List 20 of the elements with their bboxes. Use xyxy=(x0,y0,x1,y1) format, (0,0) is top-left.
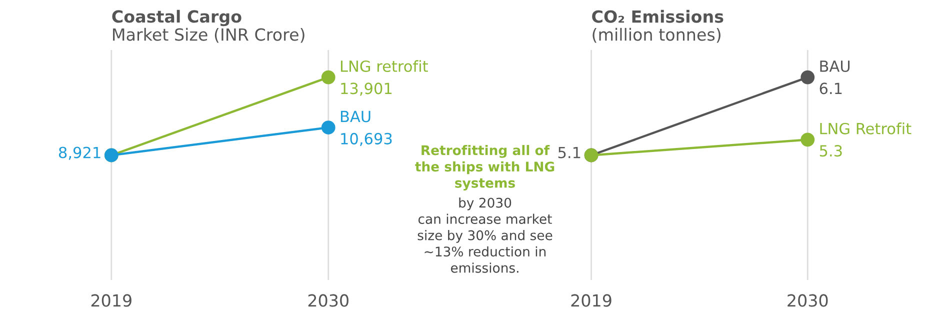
series-label: BAU xyxy=(820,60,850,72)
chart-subtitle: (million tonnes) xyxy=(592,28,720,43)
data-label: 6.1 xyxy=(820,82,842,94)
annotation: Retrofitting all of the ships with LNG systems xyxy=(415,145,554,191)
series-label: BAU xyxy=(340,110,370,122)
data-label: 5.1 xyxy=(558,146,580,158)
chart-subtitle: Market Size (INR Crore) xyxy=(113,28,304,43)
data-label: 10,693 xyxy=(341,132,392,146)
series-label: LNG Retrofit xyxy=(820,122,912,134)
data-label: 8,921 xyxy=(58,146,100,160)
x-tick-label: 2030 xyxy=(308,294,348,307)
chart-title: CO₂ Emissions xyxy=(592,10,724,23)
text: by 2030 can increase market size by 30% and see ~13% reduction in emissions. xyxy=(418,198,552,273)
data-label: 13,901 xyxy=(341,82,392,96)
x-tick-label: 2019 xyxy=(91,294,132,307)
series-label: LNG retrofit xyxy=(340,60,428,72)
x-tick-label: 2030 xyxy=(788,294,828,307)
data-label: 5.3 xyxy=(820,145,842,157)
chart-title: Coastal Cargo xyxy=(112,10,242,26)
x-tick-label: 2019 xyxy=(571,294,612,307)
